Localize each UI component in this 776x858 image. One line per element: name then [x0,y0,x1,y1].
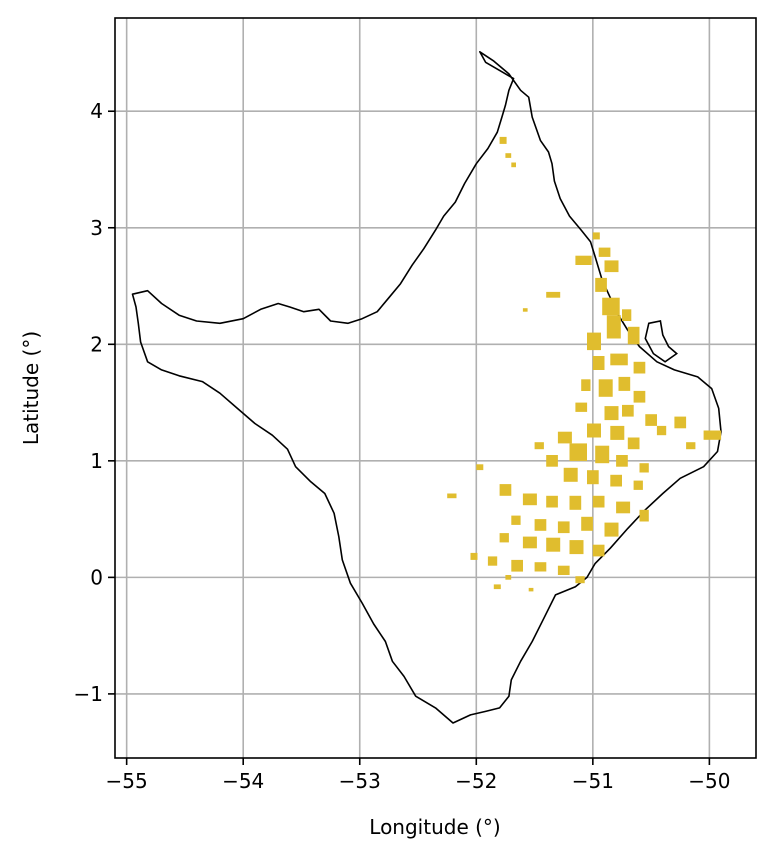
land-patch [511,559,523,572]
islands [644,320,678,363]
land-patch [645,414,657,426]
land-patch [587,470,599,485]
land-patch [627,437,640,450]
land-patch [592,544,605,557]
land-patch [592,495,605,508]
land-patch [569,495,582,510]
land-patch [511,162,516,168]
land-patch [575,255,592,265]
land-patch [627,326,640,345]
y-tick-label: 2 [90,332,103,356]
land-patch [592,356,605,370]
land-patch [487,556,498,566]
land-patch [604,260,619,273]
land-patch [546,291,561,298]
land-patch [546,495,558,508]
land-patch [598,379,613,397]
land-patch [610,474,622,487]
land-patches [447,136,722,592]
x-tick-label: −50 [688,769,730,793]
land-patch [604,522,619,537]
land-patch [534,562,547,572]
land-patch [622,404,634,417]
land-patch [563,467,578,482]
y-tick-label: 3 [90,216,103,240]
land-patch [598,247,611,257]
x-axis-ticks: −55 −54 −53 −52 −51 −50 [106,758,730,793]
land-patch [505,153,512,158]
y-axis-label: Latitude (°) [19,331,43,445]
land-patch [606,315,621,339]
land-patch [674,416,687,429]
land-patch [557,431,572,444]
land-patch [595,445,610,464]
land-patch [522,493,537,506]
land-patch [587,332,601,351]
land-patch [546,455,558,467]
land-patch [493,584,501,590]
land-patch [575,576,585,584]
x-axis-label: Longitude (°) [369,815,500,839]
land-patch [639,463,649,473]
land-patch [616,501,631,514]
land-patch [633,480,643,490]
land-patch [616,455,628,467]
land-patch [595,277,607,292]
land-patch [505,575,512,580]
land-patch [656,425,667,436]
land-patch [639,509,649,522]
land-patch [534,442,544,450]
land-patch [499,484,512,496]
x-tick-label: −53 [339,769,381,793]
y-tick-label: −1 [74,682,103,706]
x-tick-label: −51 [572,769,614,793]
map-layer [131,51,722,724]
land-patch [569,443,587,461]
land-patch [633,390,646,403]
plot-frame [114,17,757,759]
land-patch [575,402,588,412]
y-tick-label: 1 [90,449,103,473]
land-patch [534,519,547,531]
land-patch [528,587,534,592]
land-patch [686,442,696,450]
land-patch [569,540,584,555]
land-patch [447,493,457,499]
land-patch [499,136,507,144]
land-patch [618,376,631,391]
land-patch [546,537,561,552]
land-patch [604,406,619,421]
y-tick-label: 4 [90,99,103,123]
land-patch [610,353,628,366]
land-patch [557,521,570,534]
x-tick-label: −52 [455,769,497,793]
land-patch [511,515,521,525]
y-axis-ticks: −1 0 1 2 3 4 [74,99,115,706]
land-patch [557,565,570,575]
land-patch [499,533,509,543]
land-patch [587,423,601,438]
x-tick-label: −55 [106,769,148,793]
y-tick-label: 0 [90,565,103,589]
land-patch [581,516,593,531]
land-patch [622,309,632,321]
land-patch [602,297,620,316]
region-outline [131,51,722,724]
land-patch [703,430,722,440]
land-patch [610,425,625,440]
land-patch [592,232,600,240]
land-patch [522,308,528,312]
island-outline [644,320,678,363]
x-tick-label: −54 [222,769,264,793]
land-patch [581,379,591,391]
land-patch [470,552,478,560]
land-patch [476,464,484,471]
land-patch [633,361,646,374]
land-patch [522,536,537,549]
